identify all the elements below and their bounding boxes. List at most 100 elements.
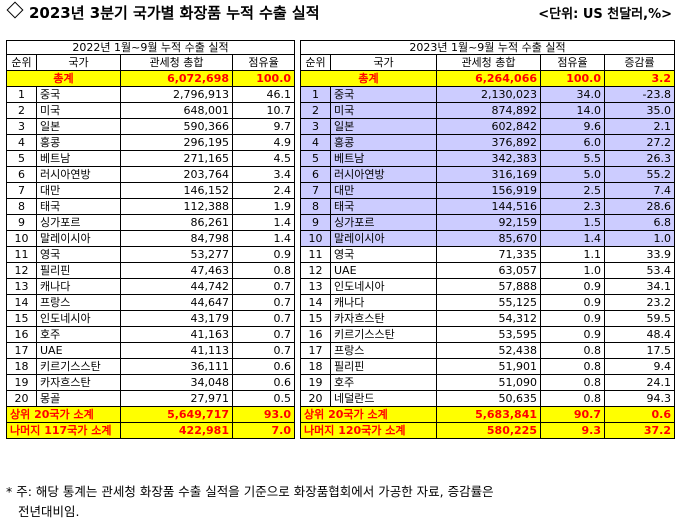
amount-cell: 602,842 xyxy=(436,118,541,135)
table-2022: 2022년 1월~9월 누적 수출 실적 순위 국가 관세청 총합 점유율 총계… xyxy=(5,40,296,439)
growth-cell: 94.3 xyxy=(604,390,675,407)
growth-cell: 34.1 xyxy=(604,278,675,295)
total-row: 총계 6,072,698 100.0 xyxy=(6,70,296,87)
share-cell: 5.0 xyxy=(540,166,605,183)
rank-cell: 2 xyxy=(300,102,331,119)
share-cell: 2.3 xyxy=(540,198,605,215)
rank-cell: 16 xyxy=(300,326,331,343)
country-cell: 캐나다 xyxy=(36,278,121,295)
rank-cell: 9 xyxy=(6,214,37,231)
rank-cell: 1 xyxy=(300,86,331,103)
table-row: 14 프랑스 44,647 0.7 xyxy=(6,294,296,311)
country-cell: 프랑스 xyxy=(36,294,121,311)
share-cell: 9.7 xyxy=(231,118,296,135)
top20-growth: 0.6 xyxy=(604,406,675,423)
amount-cell: 52,438 xyxy=(436,342,541,359)
growth-cell: 35.0 xyxy=(604,102,675,119)
table-row: 9 싱가포르 86,261 1.4 xyxy=(6,214,296,231)
country-cell: 필리핀 xyxy=(330,358,437,375)
share-cell: 6.0 xyxy=(540,134,605,151)
growth-cell: 23.2 xyxy=(604,294,675,311)
top20-label: 상위 20국가 소계 xyxy=(6,406,121,423)
rank-cell: 14 xyxy=(6,294,37,311)
amount-cell: 2,130,023 xyxy=(436,86,541,103)
table-row: 3 일본 590,366 9.7 xyxy=(6,118,296,135)
rest-growth: 37.2 xyxy=(604,422,675,439)
share-cell: 10.7 xyxy=(231,102,296,119)
total-row: 총계 6,264,066 100.0 3.2 xyxy=(300,70,675,87)
amount-cell: 2,796,913 xyxy=(120,86,233,103)
table-row: 19 호주 51,090 0.8 24.1 xyxy=(300,374,675,391)
amount-cell: 271,165 xyxy=(120,150,233,167)
rank-cell: 3 xyxy=(300,118,331,135)
rank-cell: 7 xyxy=(300,182,331,199)
rank-cell: 14 xyxy=(300,294,331,311)
header-rank: 순위 xyxy=(6,54,37,71)
rest-label: 나머지 120국가 소계 xyxy=(300,422,437,439)
share-cell: 2.5 xyxy=(540,182,605,199)
page-title: 2023년 3분기 국가별 화장품 누적 수출 실적 xyxy=(6,1,320,23)
country-cell: 홍콩 xyxy=(36,134,121,151)
rank-cell: 18 xyxy=(6,358,37,375)
country-cell: 네덜란드 xyxy=(330,390,437,407)
growth-cell: 27.2 xyxy=(604,134,675,151)
country-cell: 태국 xyxy=(36,198,121,215)
share-cell: 0.6 xyxy=(231,374,296,391)
title-text: 2023년 3분기 국가별 화장품 누적 수출 실적 xyxy=(29,4,320,22)
country-cell: 말레이시아 xyxy=(330,230,437,247)
amount-cell: 85,670 xyxy=(436,230,541,247)
country-cell: 인도네시아 xyxy=(330,278,437,295)
share-cell: 0.7 xyxy=(231,326,296,343)
country-cell: 미국 xyxy=(330,102,437,119)
rank-cell: 9 xyxy=(300,214,331,231)
share-cell: 0.8 xyxy=(540,358,605,375)
table-row: 3 일본 602,842 9.6 2.1 xyxy=(300,118,675,135)
country-cell: UAE xyxy=(36,342,121,359)
amount-cell: 53,277 xyxy=(120,246,233,263)
amount-cell: 36,111 xyxy=(120,358,233,375)
table-body-2023: 총계 6,264,066 100.0 3.2 1 중국 2,130,023 34.0-… xyxy=(300,70,675,407)
rank-cell: 10 xyxy=(6,230,37,247)
share-cell: 1.5 xyxy=(540,214,605,231)
share-cell: 9.6 xyxy=(540,118,605,135)
table-row: 9 싱가포르 92,159 1.5 6.8 xyxy=(300,214,675,231)
amount-cell: 648,001 xyxy=(120,102,233,119)
table-row: 12 필리핀 47,463 0.8 xyxy=(6,262,296,279)
table-row: 10 말레이시아 84,798 1.4 xyxy=(6,230,296,247)
country-cell: 베트남 xyxy=(36,150,121,167)
share-cell: 5.5 xyxy=(540,150,605,167)
country-cell: 중국 xyxy=(36,86,121,103)
table-row: 15 인도네시아 43,179 0.7 xyxy=(6,310,296,327)
amount-cell: 63,057 xyxy=(436,262,541,279)
table-row: 8 태국 144,516 2.3 28.6 xyxy=(300,198,675,215)
amount-cell: 84,798 xyxy=(120,230,233,247)
rank-cell: 3 xyxy=(6,118,37,135)
table-row: 11 영국 71,335 1.1 33.9 xyxy=(300,246,675,263)
rank-cell: 13 xyxy=(300,278,331,295)
country-cell: 러시아연방 xyxy=(330,166,437,183)
table-row: 12 UAE 63,057 1.0 53.4 xyxy=(300,262,675,279)
share-cell: 1.4 xyxy=(231,214,296,231)
share-cell: 0.7 xyxy=(231,294,296,311)
amount-cell: 376,892 xyxy=(436,134,541,151)
rank-cell: 4 xyxy=(6,134,37,151)
amount-cell: 203,764 xyxy=(120,166,233,183)
rank-cell: 12 xyxy=(300,262,331,279)
amount-cell: 874,892 xyxy=(436,102,541,119)
table-row: 16 키르기스스탄 53,595 0.9 48.4 xyxy=(300,326,675,343)
country-cell: 영국 xyxy=(36,246,121,263)
rank-cell: 2 xyxy=(6,102,37,119)
share-cell: 1.0 xyxy=(540,262,605,279)
share-cell: 0.5 xyxy=(231,390,296,407)
rest-share: 7.0 xyxy=(231,422,296,439)
column-header-row: 순위 국가 관세청 총합 점유율 증감률 xyxy=(300,54,675,71)
share-cell: 14.0 xyxy=(540,102,605,119)
share-cell: 0.9 xyxy=(540,326,605,343)
growth-cell: 26.3 xyxy=(604,150,675,167)
rank-cell: 10 xyxy=(300,230,331,247)
total-amount: 6,264,066 xyxy=(436,70,541,87)
table-row: 7 대만 156,919 2.5 7.4 xyxy=(300,182,675,199)
table-row: 18 키르기스스탄 36,111 0.6 xyxy=(6,358,296,375)
table-row: 4 홍콩 296,195 4.9 xyxy=(6,134,296,151)
total-growth: 3.2 xyxy=(604,70,675,87)
